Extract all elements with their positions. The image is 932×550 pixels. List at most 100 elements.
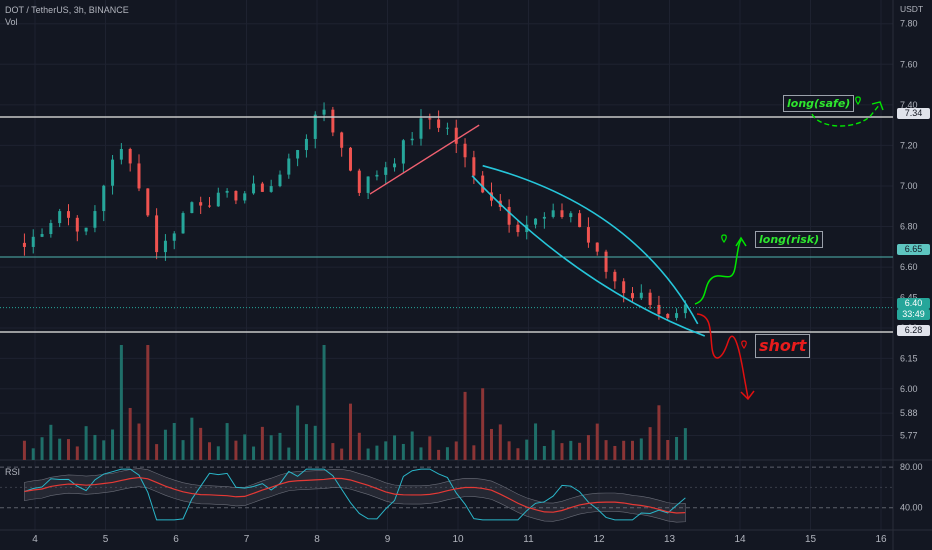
price-tick-label: 6.60 <box>900 262 918 272</box>
candle-body <box>445 127 449 129</box>
price-tick-label: 5.77 <box>900 430 918 440</box>
candle-body <box>146 188 150 216</box>
long-risk-path <box>694 239 742 305</box>
candle-body <box>155 215 159 253</box>
price-tick-label: 6.00 <box>900 384 918 394</box>
candle-body <box>260 183 264 192</box>
volume-bar <box>137 423 141 460</box>
volume-bar <box>331 443 335 460</box>
candle-body <box>304 138 308 151</box>
candle-body <box>348 147 352 171</box>
candle-body <box>578 213 582 228</box>
volume-bar <box>216 446 220 460</box>
volume-bar <box>119 345 123 460</box>
volume-bar <box>348 403 352 460</box>
volume-bar <box>507 441 511 460</box>
volume-bar <box>278 432 282 460</box>
volume-bar <box>419 447 423 460</box>
candle-body <box>296 150 300 159</box>
trend-drawings <box>369 96 884 401</box>
level-mid-price-tag: 6.65 <box>897 244 930 255</box>
volume-bar <box>340 448 344 460</box>
last-price-tag: 6.40 <box>897 298 930 309</box>
candle-body <box>604 251 608 272</box>
price-tick-label: 6.80 <box>900 222 918 232</box>
candle-body <box>22 242 26 247</box>
short-label[interactable]: short <box>755 334 811 358</box>
volume-bar <box>525 439 529 460</box>
price-tick-label: 7.40 <box>900 100 918 110</box>
candle-body <box>181 213 185 234</box>
candle-body <box>31 236 35 247</box>
candle-body <box>463 143 467 158</box>
time-tick-label: 15 <box>805 534 817 545</box>
price-tick-label: 7.00 <box>900 181 918 191</box>
volume-bar <box>630 440 634 460</box>
volume-bar <box>516 448 520 460</box>
candle-body <box>560 210 564 218</box>
volume-bar <box>84 426 88 460</box>
long-risk-arrowhead <box>735 236 747 247</box>
time-tick-label: 6 <box>173 534 179 545</box>
time-tick-label: 10 <box>452 534 464 545</box>
candle-body <box>613 271 617 282</box>
volume-bar <box>181 440 185 460</box>
volume-bar <box>199 427 203 460</box>
volume-bar <box>296 405 300 460</box>
volume-bar <box>322 345 326 460</box>
candle-body <box>666 313 670 318</box>
volume-bar <box>569 440 573 460</box>
volume-bar <box>40 437 44 460</box>
volume-bar <box>375 445 379 460</box>
volume-bar <box>639 438 643 460</box>
candle-body <box>630 293 634 299</box>
volume-bar <box>481 388 485 460</box>
volume-bar <box>366 448 370 460</box>
volume-bar <box>586 435 590 460</box>
horizontal-levels <box>0 116 893 333</box>
time-axis: 4 5 6 7 8 9 10 11 12 13 14 15 16 <box>32 534 887 545</box>
volume-bar <box>401 443 405 460</box>
time-tick-label: 9 <box>385 534 391 545</box>
candle-body <box>313 114 317 139</box>
volume-bar <box>534 423 538 460</box>
volume-bar <box>604 440 608 460</box>
volume-bar <box>31 448 35 460</box>
candle-body <box>454 127 458 144</box>
time-tick-label: 11 <box>523 534 534 545</box>
candle-body <box>542 216 546 219</box>
volume-bar <box>172 422 176 460</box>
long-risk-label[interactable]: long(risk) <box>755 231 824 248</box>
candle-body <box>428 118 432 120</box>
currency-label: USDT <box>900 4 923 14</box>
rsi-moving-average <box>24 476 686 514</box>
rsi-line <box>24 468 686 521</box>
long-risk-pin-icon <box>721 234 727 244</box>
volume-bar <box>111 429 115 460</box>
channel-upper-curve <box>482 164 699 325</box>
candle-body <box>190 202 194 214</box>
candlesticks <box>22 102 687 321</box>
rsi-tick-label: 80.00 <box>900 462 923 472</box>
long-safe-label[interactable]: long(safe) <box>783 95 855 112</box>
candle-body <box>675 313 679 318</box>
volume-bar <box>428 436 432 460</box>
short-path <box>696 313 749 399</box>
time-tick-label: 16 <box>875 534 887 545</box>
long-safe-path <box>811 103 881 127</box>
candle-body <box>419 118 423 139</box>
candle-body <box>516 224 520 233</box>
volume-bar <box>128 407 132 460</box>
candle-body <box>111 159 115 186</box>
volume-bar <box>75 446 79 460</box>
candle-body <box>128 149 132 164</box>
volume-bar <box>595 423 599 460</box>
candle-body <box>119 149 123 160</box>
candle-body <box>243 193 247 201</box>
volume-bar <box>102 440 106 460</box>
price-tick-label: 7.80 <box>900 19 918 29</box>
price-tick-label: 7.20 <box>900 140 918 150</box>
candle-body <box>75 217 79 232</box>
